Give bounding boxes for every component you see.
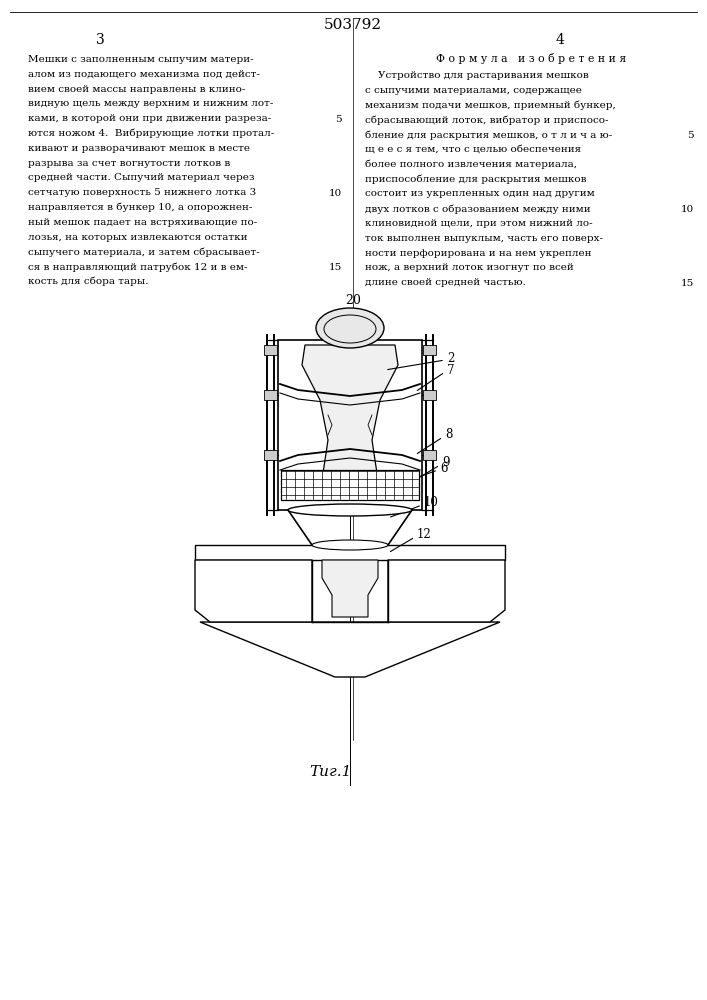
Text: видную щель между верхним и нижним лот-: видную щель между верхним и нижним лот-: [28, 99, 274, 108]
Text: 3: 3: [95, 33, 105, 47]
Text: ный мешок падает на встряхивающие по-: ный мешок падает на встряхивающие по-: [28, 218, 257, 227]
Bar: [264, 390, 277, 400]
Text: бление для раскрытия мешков, о т л и ч а ю-: бление для раскрытия мешков, о т л и ч а…: [365, 130, 612, 140]
Text: сыпучего материала, и затем сбрасывает-: сыпучего материала, и затем сбрасывает-: [28, 247, 259, 257]
Text: Ф о р м у л а   и з о б р е т е н и я: Ф о р м у л а и з о б р е т е н и я: [436, 53, 626, 64]
Text: ками, в которой они при движении разреза-: ками, в которой они при движении разреза…: [28, 114, 271, 123]
Bar: [264, 345, 277, 355]
Text: 9: 9: [442, 456, 450, 470]
Text: нож, а верхний лоток изогнут по всей: нож, а верхний лоток изогнут по всей: [365, 263, 574, 272]
Text: 8: 8: [445, 428, 452, 442]
Text: 15: 15: [681, 279, 694, 288]
Bar: [423, 345, 436, 355]
Text: двух лотков с образованием между ними: двух лотков с образованием между ними: [365, 204, 590, 214]
Polygon shape: [200, 622, 500, 677]
Text: Мешки с заполненным сыпучим матери-: Мешки с заполненным сыпучим матери-: [28, 55, 254, 64]
Text: 5: 5: [335, 115, 342, 124]
Ellipse shape: [288, 504, 412, 516]
Polygon shape: [195, 560, 312, 622]
Text: Τиг.1: Τиг.1: [309, 765, 351, 779]
Text: кость для сбора тары.: кость для сбора тары.: [28, 277, 148, 286]
Polygon shape: [388, 560, 505, 622]
Text: более полного извлечения материала,: более полного извлечения материала,: [365, 160, 577, 169]
Bar: [281, 470, 419, 500]
Text: состоит из укрепленных один над другим: состоит из укрепленных один над другим: [365, 189, 595, 198]
Text: сбрасывающий лоток, вибратор и приспосо-: сбрасывающий лоток, вибратор и приспосо-: [365, 115, 609, 125]
Text: средней части. Сыпучий материал через: средней части. Сыпучий материал через: [28, 173, 255, 182]
Polygon shape: [302, 345, 398, 500]
Text: 6: 6: [440, 462, 448, 475]
Text: 7: 7: [447, 363, 455, 376]
Text: ток выполнен выпуклым, часть его поверх-: ток выполнен выпуклым, часть его поверх-: [365, 234, 603, 243]
Text: приспособление для раскрытия мешков: приспособление для раскрытия мешков: [365, 175, 587, 184]
Bar: [264, 450, 277, 460]
Text: 10: 10: [424, 496, 439, 510]
Text: щ е е с я тем, что с целью обеспечения: щ е е с я тем, что с целью обеспечения: [365, 145, 581, 154]
Bar: [278, 340, 422, 510]
Bar: [423, 450, 436, 460]
Text: 5: 5: [687, 131, 694, 140]
Text: лозья, на которых извлекаются остатки: лозья, на которых извлекаются остатки: [28, 233, 247, 242]
Text: механизм подачи мешков, приемный бункер,: механизм подачи мешков, приемный бункер,: [365, 101, 616, 110]
Polygon shape: [322, 560, 378, 617]
Ellipse shape: [312, 540, 388, 550]
Text: длине своей средней частью.: длине своей средней частью.: [365, 278, 526, 287]
Text: 10: 10: [681, 205, 694, 214]
Text: направляется в бункер 10, а опорожнен-: направляется в бункер 10, а опорожнен-: [28, 203, 252, 213]
Text: с сыпучими материалами, содержащее: с сыпучими материалами, содержащее: [365, 86, 582, 95]
Text: 20: 20: [345, 294, 361, 306]
Bar: [423, 390, 436, 400]
Ellipse shape: [316, 308, 384, 348]
Text: 15: 15: [329, 263, 342, 272]
Text: ются ножом 4.  Вибрирующие лотки протал-: ются ножом 4. Вибрирующие лотки протал-: [28, 129, 274, 138]
Text: вием своей массы направлены в клино-: вием своей массы направлены в клино-: [28, 85, 245, 94]
Text: 503792: 503792: [324, 18, 382, 32]
Text: 4: 4: [556, 33, 564, 47]
Text: сетчатую поверхность 5 нижнего лотка 3: сетчатую поверхность 5 нижнего лотка 3: [28, 188, 256, 197]
Text: ся в направляющий патрубок 12 и в ем-: ся в направляющий патрубок 12 и в ем-: [28, 262, 247, 272]
Text: 10: 10: [329, 189, 342, 198]
Text: 2: 2: [447, 352, 455, 364]
Text: ности перфорирована и на нем укреплен: ности перфорирована и на нем укреплен: [365, 249, 592, 258]
Text: Устройство для растаривания мешков: Устройство для растаривания мешков: [365, 71, 589, 80]
Text: 12: 12: [417, 528, 432, 542]
Text: кивают и разворачивают мешок в месте: кивают и разворачивают мешок в месте: [28, 144, 250, 153]
Text: алом из подающего механизма под дейст-: алом из подающего механизма под дейст-: [28, 70, 260, 79]
Bar: [195, 545, 505, 560]
Text: разрыва за счет вогнутости лотков в: разрыва за счет вогнутости лотков в: [28, 159, 230, 168]
Text: клиновидной щели, при этом нижний ло-: клиновидной щели, при этом нижний ло-: [365, 219, 592, 228]
